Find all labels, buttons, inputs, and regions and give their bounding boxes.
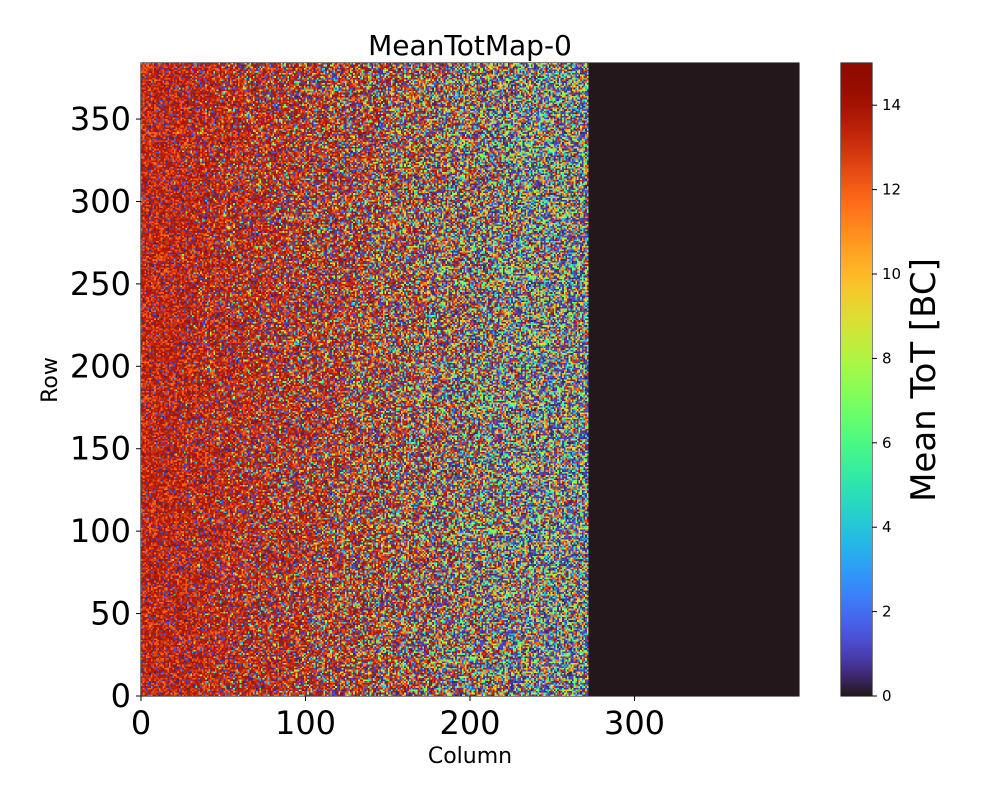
x-axis-ticks: 0 100 200 300 [131, 696, 665, 742]
y-tick-label: 50 [90, 595, 131, 633]
heatmap-cells [141, 63, 799, 696]
colorbar-ticks: 0 2 4 6 8 10 12 14 [872, 96, 901, 705]
x-tick-label: 0 [131, 704, 151, 742]
chart-title: MeanTotMap-0 [368, 29, 572, 62]
colorbar-label: Mean ToT [BC] [904, 258, 944, 502]
y-tick-label: 300 [70, 182, 131, 220]
x-tick-label: 100 [275, 704, 336, 742]
colorbar-tick-label: 4 [882, 518, 892, 536]
colorbar-tick-label: 8 [882, 349, 892, 367]
colorbar-tick-label: 0 [882, 687, 892, 705]
y-tick-label: 350 [70, 100, 131, 138]
colorbar-tick-label: 2 [882, 603, 892, 621]
colorbar-tick-label: 10 [882, 265, 901, 283]
y-tick-label: 200 [70, 347, 131, 385]
colorbar-tick-label: 12 [882, 181, 901, 199]
x-tick-label: 300 [604, 704, 665, 742]
colorbar-gradient [841, 63, 872, 696]
colorbar-tick-label: 14 [882, 96, 901, 114]
x-tick-label: 200 [439, 704, 500, 742]
y-axis-ticks: 0 50 100 150 200 250 300 350 [70, 100, 141, 715]
y-axis-label: Row [38, 357, 63, 403]
y-tick-label: 150 [70, 430, 131, 468]
y-tick-label: 100 [70, 512, 131, 550]
x-axis-label: Column [428, 744, 512, 769]
y-tick-label: 250 [70, 265, 131, 303]
colorbar-tick-label: 6 [882, 434, 892, 452]
y-tick-label: 0 [111, 677, 131, 715]
